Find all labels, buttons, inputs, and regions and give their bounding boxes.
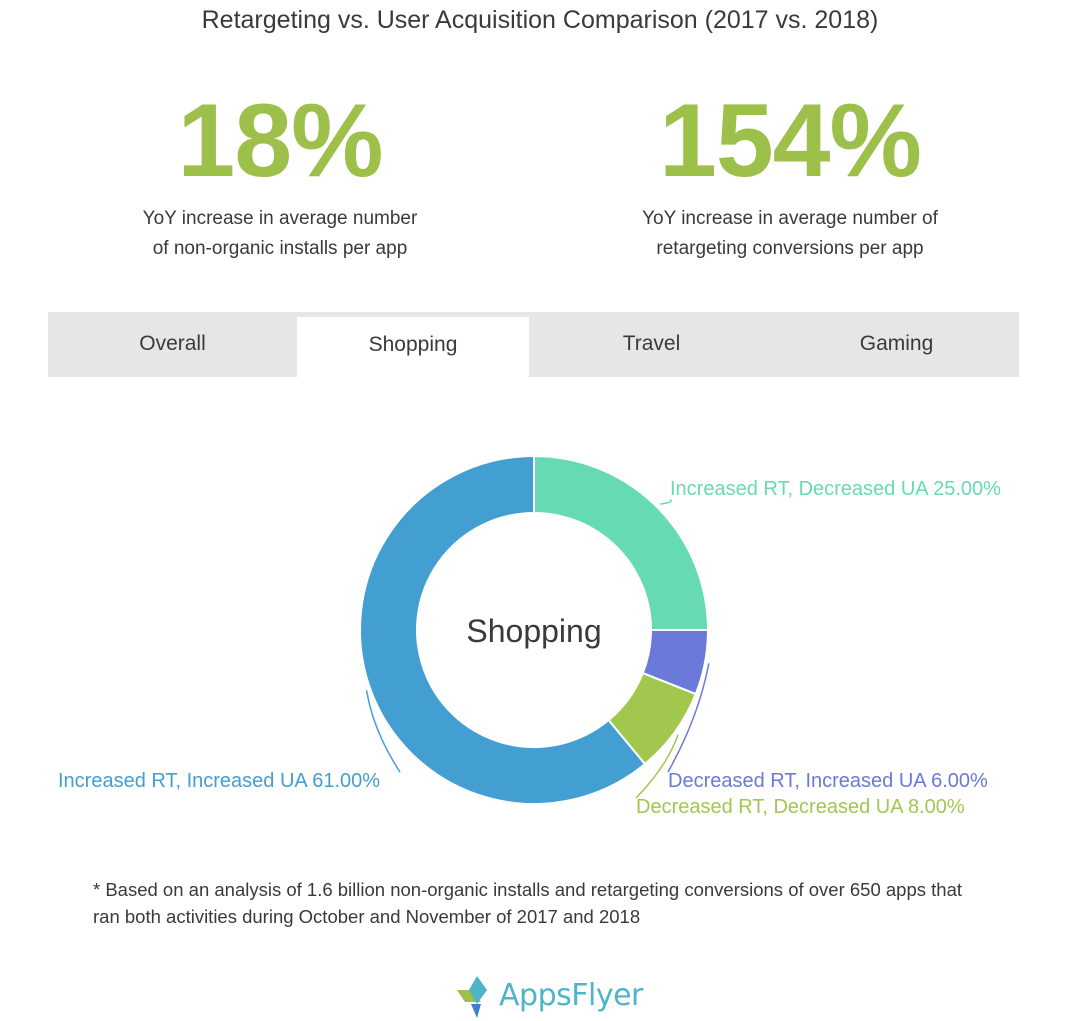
category-tabs: Overall Shopping Travel Gaming (48, 312, 1019, 377)
donut-slice-increased-rt-increased-ua[interactable] (359, 454, 647, 805)
stat-installs-value: 18% (177, 83, 383, 199)
tab-travel[interactable]: Travel (622, 332, 681, 355)
stat-conversions-caption: YoY increase in average number of retarg… (642, 208, 938, 259)
stat-installs: 18% YoY increase in average number of no… (110, 82, 450, 264)
leader-line (667, 663, 710, 773)
slice-label-increased-rt-decreased-ua: Increased RT, Decreased UA 25.00% (670, 478, 1001, 500)
tab-overall[interactable]: Overall (139, 332, 206, 355)
leader-line (365, 690, 401, 773)
leader-lines (365, 499, 710, 799)
donut-slices (359, 454, 710, 805)
page-title: Retargeting vs. User Acquisition Compari… (201, 6, 879, 34)
donut-center-label: Shopping (466, 613, 601, 649)
leader-line (635, 734, 679, 799)
stat-installs-caption: YoY increase in average number of non-or… (142, 208, 418, 259)
footnote: * Based on an analysis of 1.6 billion no… (93, 879, 963, 927)
tab-gaming[interactable]: Gaming (859, 332, 934, 355)
appsflyer-logo-icon (457, 976, 487, 1018)
slice-label-decreased-rt-decreased-ua: Decreased RT, Decreased UA 8.00% (636, 796, 965, 818)
tab-shopping[interactable]: Shopping (297, 317, 529, 377)
stat-conversions-value: 154% (659, 83, 922, 199)
donut-chart: Shopping Increased RT, Decreased UA 25.0… (58, 454, 1001, 818)
leader-line (659, 499, 672, 505)
appsflyer-logo-text: AppsFlyer (499, 978, 643, 1013)
slice-label-increased-rt-increased-ua: Increased RT, Increased UA 61.00% (58, 770, 380, 792)
stat-conversions: 154% YoY increase in average number of r… (600, 82, 980, 264)
slice-label-decreased-rt-increased-ua: Decreased RT, Increased UA 6.00% (668, 770, 988, 792)
appsflyer-logo: AppsFlyer (455, 972, 643, 1020)
